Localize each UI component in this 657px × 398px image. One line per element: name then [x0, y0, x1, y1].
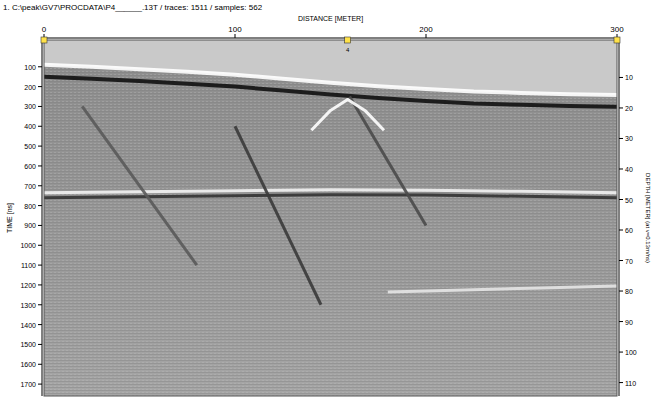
y-tick	[38, 324, 42, 325]
reflector	[44, 190, 617, 193]
y2-tick-label: 100	[625, 349, 637, 356]
y-tick	[38, 86, 42, 87]
y-tick-label: 800	[24, 203, 36, 210]
y-tick	[38, 66, 42, 67]
reflector	[388, 286, 617, 292]
y2-tick	[619, 199, 623, 200]
y-tick-label: 900	[24, 222, 36, 229]
y-tick-label: 1200	[20, 282, 36, 289]
data-layer	[44, 40, 617, 305]
x-tick	[426, 34, 427, 38]
y2-axis-label: DEPTH [METER] (at v=0.13m/ns)	[645, 173, 651, 263]
y2-tick	[619, 321, 623, 322]
plot-texture	[44, 40, 617, 396]
reflector	[44, 77, 617, 107]
y-tick	[38, 304, 42, 305]
y-tick	[38, 384, 42, 385]
y-tick	[38, 344, 42, 345]
title: 1. C:\peak\GV7\PROCDATA\P4______.13T / t…	[3, 3, 263, 12]
y2-tick	[619, 230, 623, 231]
y-tick	[38, 106, 42, 107]
y-tick	[38, 205, 42, 206]
reflector	[235, 126, 321, 304]
plot-frame	[44, 40, 617, 396]
y2-tick	[619, 138, 623, 139]
y-tick	[38, 245, 42, 246]
marker-label: 4	[346, 47, 350, 53]
reflector	[82, 106, 197, 265]
plot-area	[44, 40, 617, 396]
y2-tick-label: 110	[625, 380, 636, 387]
y-tick	[38, 126, 42, 127]
y-tick	[38, 265, 42, 266]
y2-tick	[619, 382, 623, 383]
x-axis	[44, 38, 617, 39]
y-tick-label: 1500	[20, 341, 36, 348]
y2-tick	[619, 77, 623, 78]
y-tick-label: 600	[24, 163, 36, 170]
y2-tick-label: 40	[625, 166, 633, 173]
y-axis-label: TIME [ns]	[6, 203, 14, 233]
y2-tick	[619, 168, 623, 169]
reflector	[311, 99, 384, 130]
y-tick	[38, 225, 42, 226]
y-tick-label: 1000	[20, 242, 36, 249]
y2-axis	[619, 40, 620, 396]
y-tick-label: 700	[24, 183, 36, 190]
y-tick	[38, 364, 42, 365]
x-tick-label: 100	[228, 25, 242, 34]
y-tick-label: 200	[24, 84, 36, 91]
reflector	[44, 195, 617, 198]
y2-tick-label: 30	[625, 135, 633, 142]
y2-tick	[619, 291, 623, 292]
position-marker	[614, 37, 620, 43]
y2-tick-label: 90	[625, 319, 633, 326]
y2-tick	[619, 352, 623, 353]
y-tick	[38, 165, 42, 166]
y2-tick	[619, 260, 623, 261]
y2-tick-label: 70	[625, 258, 633, 265]
y2-tick	[619, 107, 623, 108]
x-tick	[235, 34, 236, 38]
y-tick-label: 1400	[20, 322, 36, 329]
x-tick-label: 300	[610, 25, 624, 34]
y2-tick-label: 50	[625, 197, 633, 204]
x-axis-label: DISTANCE [METER]	[298, 15, 363, 23]
y-tick-label: 1700	[20, 381, 36, 388]
position-marker	[345, 37, 351, 43]
y-tick-label: 300	[24, 103, 36, 110]
x-tick-label: 0	[42, 25, 47, 34]
y-tick	[38, 146, 42, 147]
y2-tick-label: 80	[625, 288, 633, 295]
y-tick-label: 1100	[21, 262, 36, 269]
x-tick-label: 200	[419, 25, 433, 34]
y-tick-label: 1600	[20, 361, 36, 368]
y-axis	[42, 40, 43, 396]
position-marker	[41, 37, 47, 43]
reflector	[350, 97, 426, 226]
y-tick-label: 500	[24, 143, 36, 150]
y-tick-label: 1300	[20, 302, 36, 309]
y2-tick-label: 20	[625, 105, 633, 112]
air-region	[44, 40, 617, 95]
chart: 1. C:\peak\GV7\PROCDATA\P4______.13T / t…	[0, 0, 657, 398]
y-tick-label: 400	[24, 123, 36, 130]
y-tick-label: 100	[24, 64, 36, 71]
y2-tick-label: 10	[625, 74, 633, 81]
y2-tick-label: 60	[625, 227, 633, 234]
y-tick	[38, 185, 42, 186]
y-tick	[38, 284, 42, 285]
